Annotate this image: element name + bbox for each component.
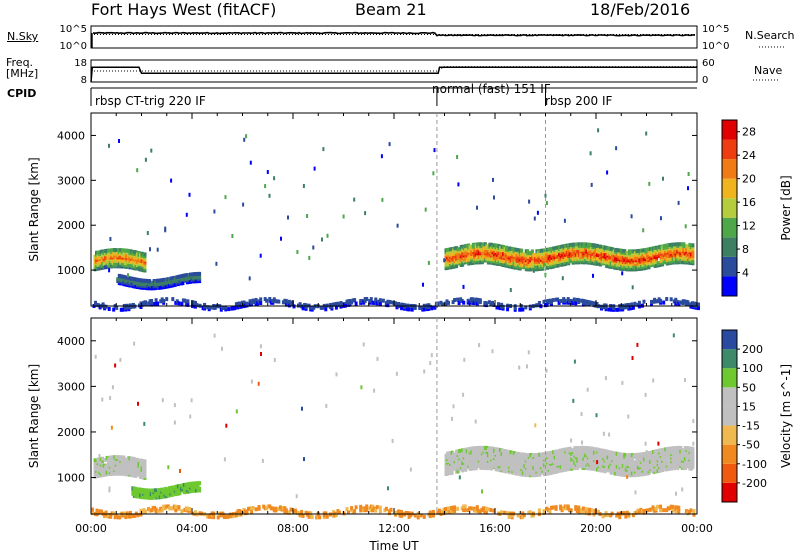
velocity-colorbar-label: 100 xyxy=(742,362,763,375)
ylabel: Slant Range [km] xyxy=(27,157,41,261)
power-colorbar-segment xyxy=(722,139,737,160)
power-colorbar-title: Power [dB] xyxy=(779,175,793,240)
nsearch-ytick-bottom: 10^0 xyxy=(702,41,729,52)
cpid-segment-1: rbsp CT-trig 220 IF xyxy=(95,94,206,108)
ylabel: Slant Range [km] xyxy=(27,364,41,468)
power-colorbar-label: 24 xyxy=(742,149,756,162)
power-colorbar-segment xyxy=(722,159,737,179)
velocity-colorbar-segment xyxy=(722,387,737,407)
beam-title: Beam 21 xyxy=(355,0,427,19)
velocity-colorbar-segment xyxy=(722,444,737,464)
velocity-colorbar-frame xyxy=(721,329,738,503)
nsearch-ytick-top: 10^5 xyxy=(702,24,729,35)
velocity-colorbar-label: -200 xyxy=(742,477,767,490)
ytick-label: 1000 xyxy=(57,472,85,485)
ytick-label: 1000 xyxy=(57,264,85,277)
power-colorbar-segment xyxy=(722,237,737,257)
power-heatmap xyxy=(92,128,700,312)
velocity-colorbar-segment xyxy=(722,406,737,426)
power-colorbar-label: 8 xyxy=(742,243,749,256)
power-colorbar-segment xyxy=(722,198,737,218)
power-colorbar-segment xyxy=(722,120,737,140)
nave-ytick-bottom: 0 xyxy=(702,75,708,86)
nsky-line xyxy=(92,31,696,37)
ytick-label: 2000 xyxy=(57,219,85,232)
nsky-label: N.Sky xyxy=(7,30,39,43)
velocity-colorbar-segment xyxy=(722,482,737,502)
velocity-colorbar-segment xyxy=(722,330,737,350)
power-colorbar-label: 4 xyxy=(742,267,749,280)
power-colorbar-segment xyxy=(722,178,737,199)
station-title: Fort Hays West (fitACF) xyxy=(91,0,277,19)
nsky-panel-frame xyxy=(90,25,698,49)
power-colorbar-segment xyxy=(722,217,737,238)
nave-label: Nave xyxy=(754,64,783,77)
freq-line xyxy=(90,66,697,83)
velocity-heatmap xyxy=(91,333,696,520)
velocity-colorbar-label: -50 xyxy=(742,439,760,452)
xtick-label: 00:00 xyxy=(681,522,713,535)
xtick-label: 20:00 xyxy=(580,522,612,535)
power-colorbar-frame xyxy=(721,119,738,297)
ytick-label: 3000 xyxy=(57,380,85,393)
velocity-colorbar-title: Velocity [m s^-1] xyxy=(779,364,793,468)
ytick-label: 4000 xyxy=(57,129,85,142)
ytick-label: 4000 xyxy=(57,335,85,348)
nsky-ytick-top: 10^5 xyxy=(60,24,87,35)
date-title: 18/Feb/2016 xyxy=(590,0,691,19)
nave-ytick-top: 60 xyxy=(702,58,715,69)
xtick-label: 00:00 xyxy=(75,522,107,535)
velocity-colorbar-segment xyxy=(722,463,737,483)
xtick-label: 04:00 xyxy=(176,522,208,535)
freq-unit-label: [MHz] xyxy=(6,67,39,80)
velocity-colorbar-label: 15 xyxy=(742,400,756,413)
velocity-colorbar-label: -15 xyxy=(742,420,760,433)
power-colorbar-label: 20 xyxy=(742,173,756,186)
freq-ytick-bottom: 8 xyxy=(81,75,87,86)
velocity-colorbar-label: 50 xyxy=(742,381,756,394)
ytick-label: 2000 xyxy=(57,426,85,439)
cpid-label: CPID xyxy=(7,87,37,100)
xtick-label: 08:00 xyxy=(277,522,309,535)
power-colorbar-label: 12 xyxy=(742,220,756,233)
xtick-label: 16:00 xyxy=(479,522,511,535)
nsky-ytick-bottom: 10^0 xyxy=(60,41,87,52)
nsearch-label: N.Search xyxy=(745,29,795,42)
velocity-colorbar-segment xyxy=(722,368,737,388)
velocity-colorbar-segment xyxy=(722,349,737,369)
freq-label: Freq. xyxy=(6,56,34,69)
power-colorbar-segment xyxy=(722,256,737,277)
cpid-segment-3: rbsp 200 IF xyxy=(545,94,613,108)
power-colorbar-label: 16 xyxy=(742,196,756,209)
freq-ytick-top: 18 xyxy=(74,58,87,69)
xtick-label: 12:00 xyxy=(378,522,410,535)
cpid-segment-2: normal (fast) 151 IF xyxy=(432,82,551,96)
xlabel: Time UT xyxy=(368,539,419,553)
ytick-label: 3000 xyxy=(57,174,85,187)
nave-line xyxy=(91,66,697,72)
velocity-colorbar-label: 200 xyxy=(742,343,763,356)
velocity-colorbar-segment xyxy=(722,425,737,445)
velocity-colorbar-label: -100 xyxy=(742,458,767,471)
power-colorbar-label: 28 xyxy=(742,126,756,139)
power-colorbar-segment xyxy=(722,276,737,296)
